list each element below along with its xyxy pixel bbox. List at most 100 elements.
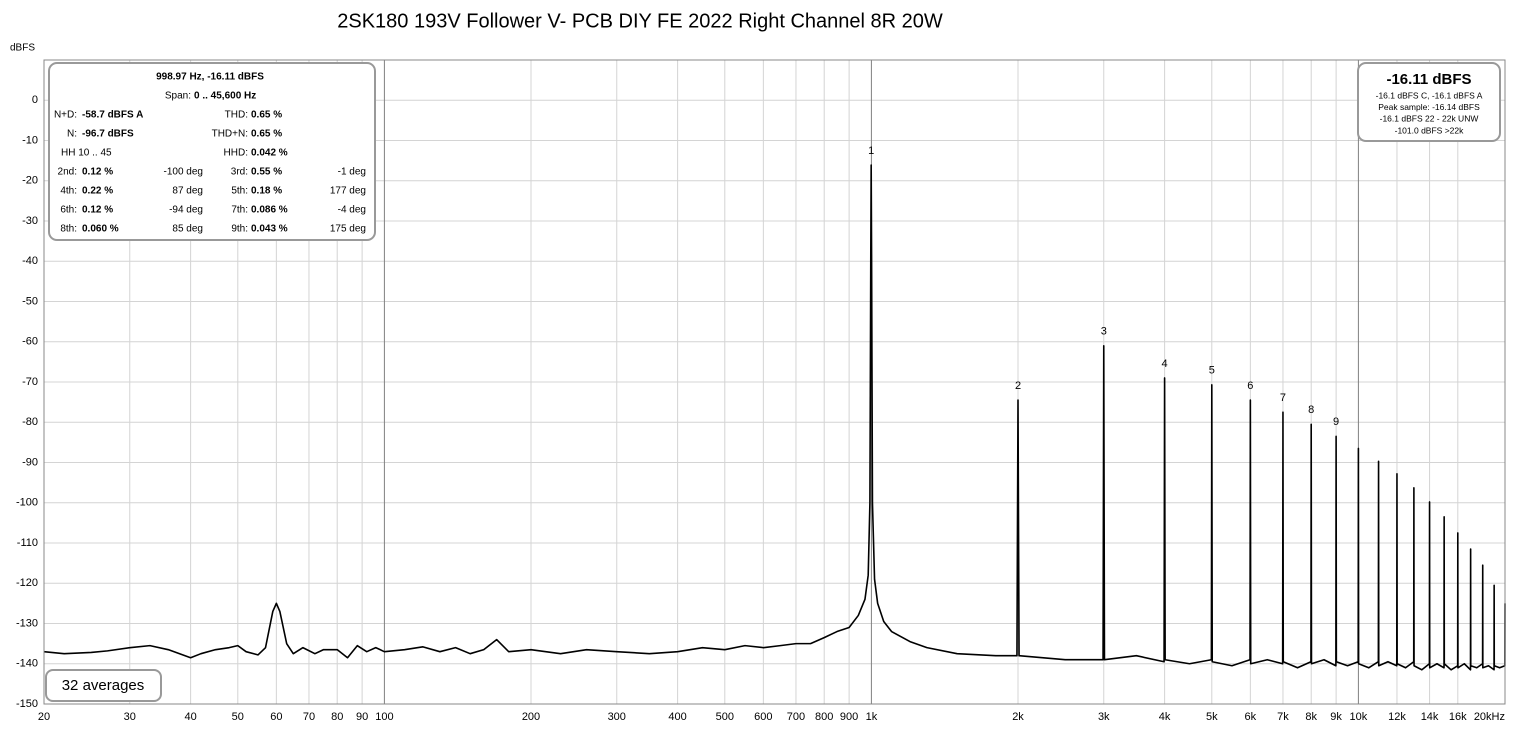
x-tick-label: 50 [232,711,244,723]
y-tick-label: -30 [22,215,38,227]
info-v2: 0.042 % [251,148,288,159]
x-tick-label: 30 [124,711,136,723]
x-tick-label: 200 [522,711,540,723]
x-tick-label: 90 [356,711,368,723]
x-tick-label: 80 [331,711,343,723]
y-tick-label: -140 [16,658,38,670]
info-p2: 175 deg [330,224,366,235]
y-tick-label: -110 [17,537,38,549]
peak-label: 4 [1162,358,1168,370]
x-tick-label: 40 [184,711,196,723]
x-tick-label: 20kHz [1474,711,1505,723]
x-tick-label: 5k [1206,711,1218,723]
y-axis-label: dBFS [10,43,35,54]
x-tick-label: 1k [866,711,878,723]
info-p1: 87 deg [172,186,203,197]
x-tick-label: 14k [1421,711,1439,723]
x-tick-label: 16k [1449,711,1467,723]
info-p1: -94 deg [169,205,203,216]
x-tick-label: 300 [608,711,626,723]
x-tick-label: 7k [1277,711,1289,723]
info-p1: -100 deg [164,167,203,178]
x-tick-label: 100 [375,711,393,723]
y-tick-label: 0 [32,94,38,106]
averages: 32 averages [62,677,145,694]
info-l1: 4th: [60,186,77,197]
x-tick-label: 3k [1098,711,1110,723]
y-tick-label: -90 [22,456,38,468]
info-l2: 5th: [231,186,248,197]
y-tick-label: -40 [22,255,38,267]
x-tick-label: 6k [1245,711,1257,723]
x-tick-label: 4k [1159,711,1171,723]
info-l1: HH 10 .. 45 [61,148,112,159]
x-tick-label: 900 [840,711,858,723]
level-line: -16.1 dBFS C, -16.1 dBFS A [1376,90,1483,100]
info-l1: 8th: [60,224,77,235]
y-tick-label: -120 [16,577,38,589]
x-tick-label: 2k [1012,711,1024,723]
info-l2: 3rd: [231,167,248,178]
info-p1: 85 deg [172,224,203,235]
peak-label: 6 [1247,380,1253,392]
x-tick-label: 9k [1330,711,1342,723]
peak-label: 1 [868,145,874,157]
peak-label: 2 [1015,380,1021,392]
y-tick-label: -100 [16,497,38,509]
trace-layer [43,164,1506,671]
level-line: -16.1 dBFS 22 - 22k UNW [1380,114,1479,124]
span-label: Span: [165,91,191,102]
y-tick-label: -150 [16,698,38,710]
x-tick-label: 400 [668,711,686,723]
info-l1: 6th: [60,205,77,216]
x-tick-label: 500 [716,711,734,723]
info-p2: -4 deg [338,205,366,216]
info-l1: 2nd: [58,167,77,178]
info-l2: THD+N: [212,129,248,140]
peak-label: 8 [1308,404,1314,416]
info-v1: 0.12 % [82,167,113,178]
spectrum-line [43,164,1506,671]
y-tick-label: -60 [22,336,38,348]
peak-label: 7 [1280,392,1286,404]
info-box: 998.97 Hz, -16.11 dBFS Span: 0 .. 45,600… [48,62,376,241]
info-v1: 0.22 % [82,186,113,197]
info-box-frame [48,62,376,241]
info-p2: -1 deg [338,167,366,178]
info-v1: 0.12 % [82,205,113,216]
peak-label: 9 [1333,416,1339,428]
span-value: 0 .. 45,600 Hz [194,91,256,102]
info-v2: 0.18 % [251,186,282,197]
y-tick-label: -130 [16,617,38,629]
level-value: -16.11 dBFS [1386,71,1471,88]
info-header: 998.97 Hz, -16.11 dBFS [156,72,264,83]
level-box-frame [1357,62,1501,142]
info-v2: 0.086 % [251,205,288,216]
info-l1: N+D: [54,110,77,121]
x-tick-label: 600 [754,711,772,723]
y-tick-label: -20 [22,175,38,187]
info-v2: 0.043 % [251,224,288,235]
x-tick-label: 10k [1350,711,1368,723]
peak-label: 3 [1101,326,1107,338]
x-tick-label: 70 [303,711,315,723]
info-l2: HHD: [224,148,248,159]
info-v2: 0.55 % [251,167,282,178]
x-tick-label: 8k [1305,711,1317,723]
x-tick-label: 20 [38,711,50,723]
info-l1: N: [67,129,77,140]
info-v2: 0.65 % [251,129,282,140]
averages-frame [45,669,162,702]
level-line: -101.0 dBFS >22k [1395,125,1465,135]
info-l2: THD: [225,110,248,121]
y-tick-label: -80 [22,416,38,428]
chart-title: 2SK180 193V Follower V- PCB DIY FE 2022 … [337,10,943,32]
info-v1: 0.060 % [82,224,119,235]
info-p2: 177 deg [330,186,366,197]
level-box: -16.11 dBFS -16.1 dBFS C, -16.1 dBFS A Pe… [1357,62,1501,142]
info-v2: 0.65 % [251,110,282,121]
y-tick-label: -50 [22,295,38,307]
x-tick-label: 800 [815,711,833,723]
level-line: Peak sample: -16.14 dBFS [1378,102,1480,112]
